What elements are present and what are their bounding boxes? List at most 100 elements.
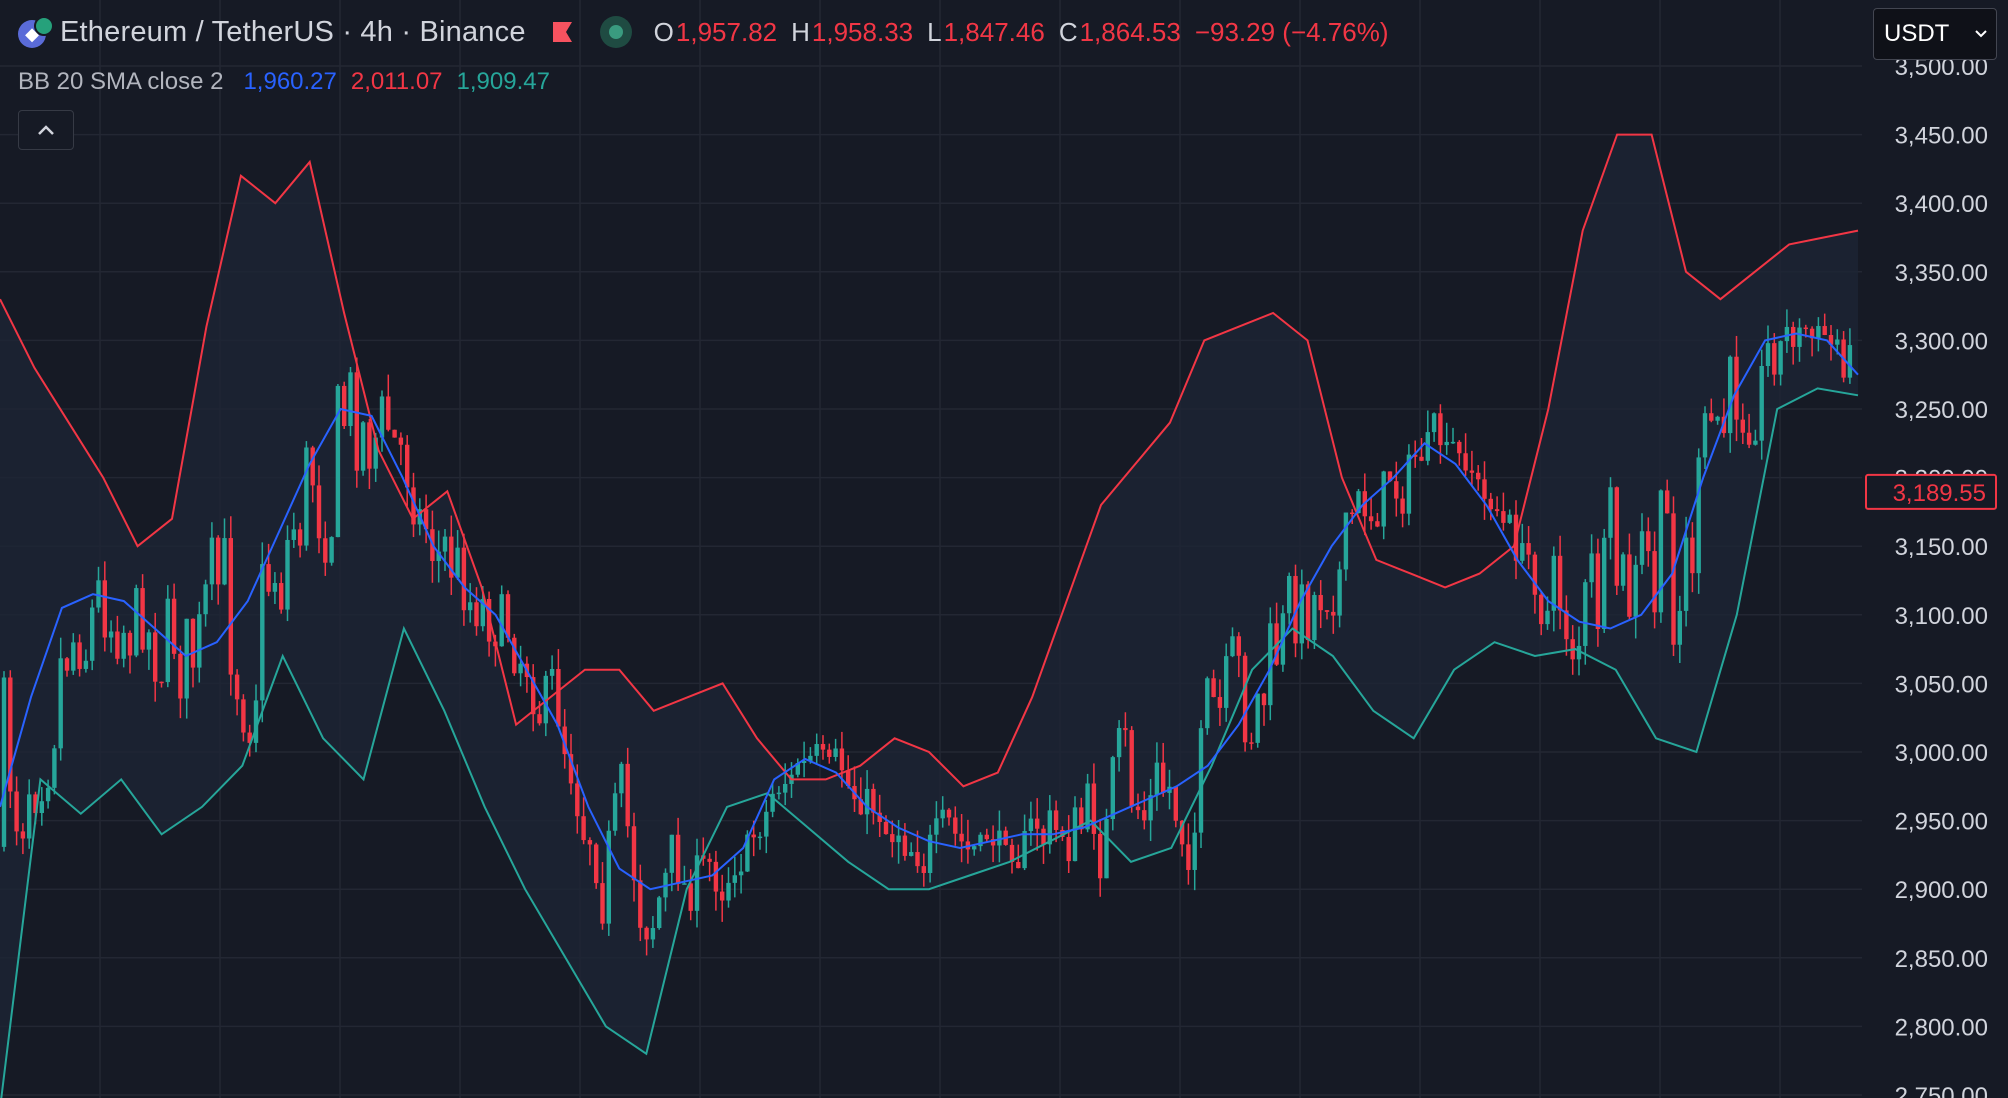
candle (846, 755, 851, 789)
candle-body (260, 564, 265, 701)
bb-upper-line (0, 133, 1859, 788)
candle (285, 525, 290, 622)
indicator-legend[interactable]: BB 20 SMA close 2 1,960.27 2,011.07 1,90… (18, 64, 564, 100)
currency-select[interactable]: USDT (1873, 8, 1997, 60)
candle-body (228, 538, 233, 675)
flag-icon[interactable] (550, 20, 574, 44)
candle-body (266, 564, 271, 592)
candle-body (121, 632, 126, 659)
close-value: C1,864.53 (1058, 16, 1181, 47)
candle-body (1450, 441, 1456, 444)
candle-body (146, 632, 152, 650)
candle (946, 808, 952, 826)
candle-body (1173, 786, 1178, 821)
candle (1186, 823, 1191, 885)
candle-body (461, 547, 467, 611)
candle (1463, 433, 1468, 476)
candle-body (1053, 810, 1059, 830)
candle-body (688, 883, 693, 911)
candle-body (1242, 655, 1248, 743)
candle (108, 620, 114, 653)
candle-body (1135, 806, 1141, 811)
candle-body (1803, 327, 1808, 330)
indicator-name[interactable]: BB 20 SMA close 2 (18, 68, 224, 95)
candle-body (1564, 610, 1569, 640)
market-status-icon[interactable] (599, 16, 632, 48)
candle (1602, 528, 1607, 634)
candle (1822, 313, 1827, 336)
candle (102, 561, 107, 652)
candle-body (1091, 783, 1097, 834)
candle (959, 814, 964, 863)
candle-body (354, 372, 359, 471)
candle-body (159, 681, 164, 684)
candle (241, 694, 246, 742)
bb-upper-value: 2,011.07 (350, 68, 443, 95)
candle (1828, 325, 1834, 361)
candle (1400, 486, 1405, 528)
candle-body (1224, 656, 1229, 708)
candle (1507, 509, 1512, 524)
candle-body (1016, 861, 1021, 869)
candle (518, 645, 523, 687)
candlesticks (1, 309, 1853, 956)
candle (1419, 437, 1424, 462)
candle-body (1847, 345, 1853, 378)
candle-body (45, 787, 51, 802)
candle (934, 801, 939, 854)
candle-body (1797, 327, 1802, 347)
candle (1746, 413, 1752, 449)
candle-body (1753, 440, 1758, 445)
candle-body (587, 840, 593, 845)
candle-body (594, 844, 599, 884)
candle-body (776, 792, 782, 795)
candle (1425, 410, 1430, 466)
candle (329, 536, 334, 566)
candle (1709, 398, 1714, 423)
candle-body (1608, 487, 1613, 538)
candle-body (367, 422, 372, 469)
candle-body (1022, 831, 1027, 869)
candle-body (379, 396, 385, 438)
candle (1343, 512, 1349, 581)
candle (953, 806, 958, 846)
candle (587, 837, 593, 866)
y-tick-label: 2,950.00 (1895, 809, 1988, 836)
collapse-legend-button[interactable] (18, 110, 74, 150)
candle-body (1230, 636, 1235, 657)
candle (1249, 732, 1254, 750)
candle-body (1148, 795, 1153, 821)
candle (335, 384, 341, 538)
candle-body (1595, 553, 1601, 630)
candle-body (1665, 490, 1670, 514)
candle-body (562, 726, 567, 755)
y-tick-label: 2,850.00 (1895, 946, 1988, 973)
candle-body (1394, 481, 1399, 499)
candle (1545, 596, 1550, 630)
candle-body (890, 834, 895, 843)
candle-body (1066, 836, 1071, 862)
candle-body (1501, 511, 1506, 523)
candle (505, 590, 511, 643)
candle-body (505, 594, 511, 638)
candle (1224, 643, 1229, 722)
candle-body (600, 883, 605, 924)
candle (184, 618, 189, 719)
candle (902, 823, 908, 861)
chevron-up-icon (38, 125, 54, 135)
candle-body (1035, 818, 1040, 829)
y-tick-label: 3,400.00 (1895, 191, 1988, 218)
ethereum-tether-icon[interactable]: ◆ (16, 14, 54, 50)
candle-body (675, 834, 681, 884)
candle-body (518, 663, 523, 674)
candle-body (197, 614, 202, 668)
candle (814, 733, 819, 765)
candle (1394, 461, 1399, 517)
candle-body (1602, 537, 1607, 630)
candle-body (442, 536, 448, 552)
symbol-title[interactable]: Ethereum / TetherUS · 4h · Binance (60, 15, 526, 48)
candle (436, 530, 441, 583)
candle (776, 786, 782, 800)
candle (1816, 317, 1821, 352)
